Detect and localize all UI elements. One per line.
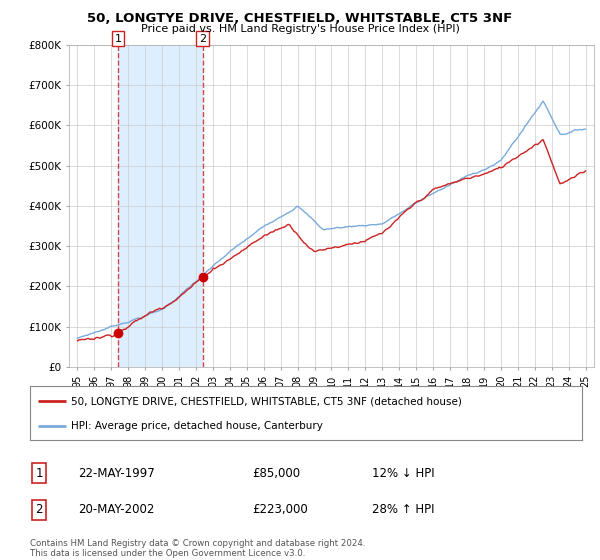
Text: 1: 1 — [115, 34, 121, 44]
Text: 28% ↑ HPI: 28% ↑ HPI — [372, 503, 434, 516]
Text: 22-MAY-1997: 22-MAY-1997 — [78, 466, 155, 480]
Text: 50, LONGTYE DRIVE, CHESTFIELD, WHITSTABLE, CT5 3NF: 50, LONGTYE DRIVE, CHESTFIELD, WHITSTABL… — [88, 12, 512, 25]
Text: 1: 1 — [35, 466, 43, 480]
Text: 50, LONGTYE DRIVE, CHESTFIELD, WHITSTABLE, CT5 3NF (detached house): 50, LONGTYE DRIVE, CHESTFIELD, WHITSTABL… — [71, 396, 462, 407]
Text: Contains HM Land Registry data © Crown copyright and database right 2024.
This d: Contains HM Land Registry data © Crown c… — [30, 539, 365, 558]
Text: 20-MAY-2002: 20-MAY-2002 — [78, 503, 154, 516]
Text: 12% ↓ HPI: 12% ↓ HPI — [372, 466, 434, 480]
Text: £85,000: £85,000 — [252, 466, 300, 480]
Bar — [118, 45, 203, 367]
Text: HPI: Average price, detached house, Canterbury: HPI: Average price, detached house, Cant… — [71, 421, 323, 431]
Text: 2: 2 — [199, 34, 206, 44]
Text: 2: 2 — [35, 503, 43, 516]
Text: Price paid vs. HM Land Registry's House Price Index (HPI): Price paid vs. HM Land Registry's House … — [140, 24, 460, 34]
Text: £223,000: £223,000 — [252, 503, 308, 516]
